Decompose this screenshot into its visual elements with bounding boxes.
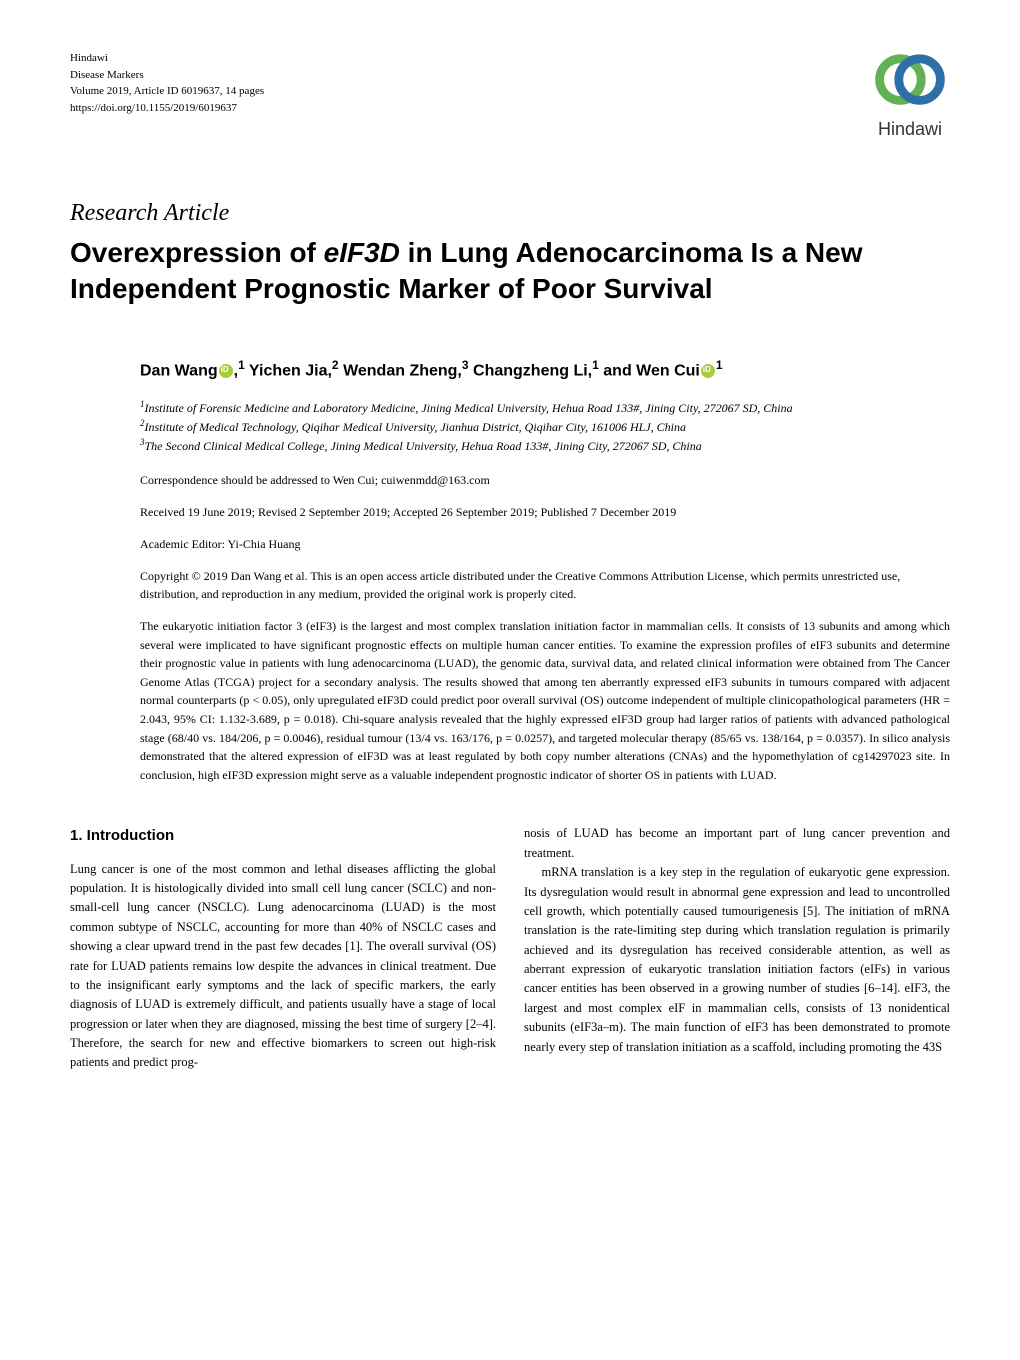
affiliation-2: 2Institute of Medical Technology, Qiqiha… <box>140 417 950 436</box>
publisher-name: Hindawi <box>70 50 264 67</box>
copyright: Copyright © 2019 Dan Wang et al. This is… <box>140 567 950 603</box>
article-type: Research Article <box>70 200 950 227</box>
article-title: Overexpression of eIF3D in Lung Adenocar… <box>70 235 950 308</box>
body-columns: 1. Introduction Lung cancer is one of th… <box>70 824 950 1072</box>
author-1: Dan Wang <box>140 362 218 379</box>
author-2: Yichen Jia, <box>249 362 332 379</box>
affiliations: 1Institute of Forensic Medicine and Labo… <box>140 398 950 455</box>
title-gene: eIF3D <box>324 237 400 268</box>
intro-para-2: mRNA translation is a key step in the re… <box>524 863 950 1057</box>
hindawi-logo-icon <box>870 50 950 110</box>
authors-line: Dan Wang,1 Yichen Jia,2 Wendan Zheng,3 C… <box>140 358 950 380</box>
academic-editor: Academic Editor: Yi-Chia Huang <box>140 535 950 553</box>
column-right: nosis of LUAD has become an important pa… <box>524 824 950 1072</box>
author-5: and Wen Cui <box>603 362 700 379</box>
abstract: The eukaryotic initiation factor 3 (eIF3… <box>140 617 950 784</box>
intro-heading: 1. Introduction <box>70 824 496 847</box>
title-pre: Overexpression of <box>70 237 324 268</box>
doi-line: https://doi.org/10.1155/2019/6019637 <box>70 100 264 117</box>
affiliation-1: 1Institute of Forensic Medicine and Labo… <box>140 398 950 417</box>
author-4: Changzheng Li, <box>473 362 592 379</box>
orcid-icon <box>701 364 715 378</box>
correspondence: Correspondence should be addressed to We… <box>140 471 950 489</box>
volume-line: Volume 2019, Article ID 6019637, 14 page… <box>70 83 264 100</box>
logo-text: Hindawi <box>870 119 950 140</box>
journal-name: Disease Markers <box>70 67 264 84</box>
journal-info-block: Hindawi Disease Markers Volume 2019, Art… <box>70 50 264 116</box>
intro-para-1: Lung cancer is one of the most common an… <box>70 860 496 1073</box>
author-3: Wendan Zheng, <box>343 362 462 379</box>
dates-line: Received 19 June 2019; Revised 2 Septemb… <box>140 503 950 521</box>
intro-para-1-cont: nosis of LUAD has become an important pa… <box>524 824 950 863</box>
orcid-icon <box>219 364 233 378</box>
page-header: Hindawi Disease Markers Volume 2019, Art… <box>70 50 950 140</box>
affiliation-3: 3The Second Clinical Medical College, Ji… <box>140 436 950 455</box>
publisher-logo: Hindawi <box>870 50 950 140</box>
column-left: 1. Introduction Lung cancer is one of th… <box>70 824 496 1072</box>
